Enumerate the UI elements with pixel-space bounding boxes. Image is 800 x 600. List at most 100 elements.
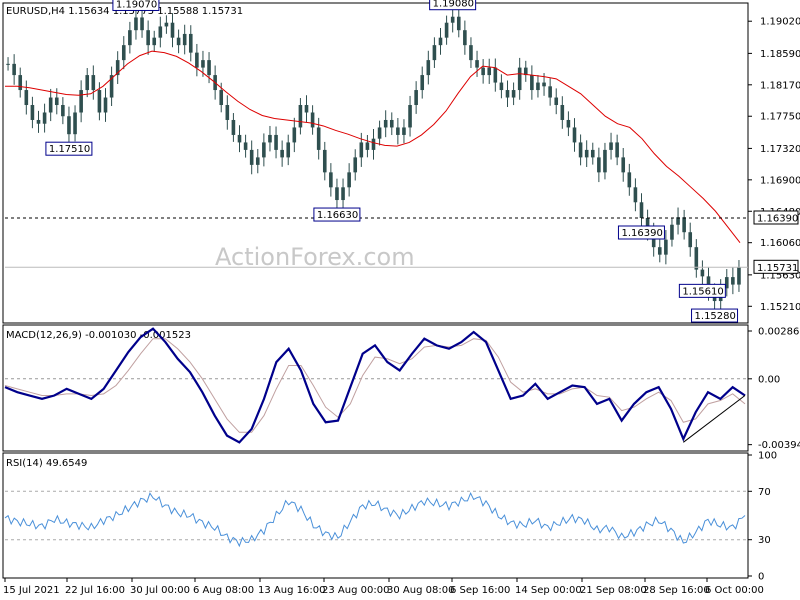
- candle-body: [639, 202, 644, 218]
- price-annotation-box: [313, 207, 361, 222]
- time-axis-label: 6 Oct 00:00: [705, 585, 764, 596]
- price-axis-label: 1.16060: [760, 238, 800, 249]
- candle-body: [170, 22, 175, 38]
- candle-body: [188, 33, 193, 53]
- candle-body: [54, 97, 59, 106]
- price-annotation-box: [691, 308, 739, 323]
- price-axis-label: 1.15210: [760, 302, 800, 313]
- price-axis-marker-label: 1.15731: [757, 263, 798, 274]
- candle-body: [359, 142, 364, 158]
- candle-body: [195, 52, 199, 68]
- candle-body: [292, 127, 297, 143]
- candle-body: [414, 90, 418, 106]
- candle-body: [517, 67, 522, 91]
- candle-body: [450, 16, 455, 23]
- macd-axis-label: 0.00: [758, 374, 780, 385]
- time-axis-label: 23 Aug 00:00: [322, 585, 389, 596]
- candle-body: [670, 224, 674, 240]
- candle-body: [694, 247, 699, 270]
- candle-body: [548, 86, 552, 98]
- macd-panel-title: MACD(12,26,9) -0.001030 -0.001523: [6, 330, 191, 341]
- candle-body: [79, 90, 83, 113]
- macd-line: [4, 327, 746, 444]
- price-axis-label: 1.17750: [760, 112, 800, 123]
- candle-body: [554, 97, 559, 106]
- candle-body: [42, 112, 47, 124]
- price-axis-marker-box: [753, 210, 799, 225]
- candle-body: [36, 119, 41, 124]
- candle-body: [511, 90, 516, 98]
- price-axis-marker-box: [753, 259, 799, 274]
- candle-body: [664, 239, 668, 255]
- candle-body: [481, 67, 485, 76]
- candle-body: [97, 90, 102, 113]
- candle-body: [676, 217, 680, 225]
- candle-body: [18, 75, 23, 91]
- candle-body: [115, 60, 120, 76]
- price-axis-label: 1.17320: [760, 144, 800, 155]
- price-axis-label: 1.18590: [760, 49, 800, 60]
- price-axis-label: 1.16900: [760, 175, 800, 186]
- rsi-axis-label: 30: [758, 535, 771, 546]
- candle-body: [408, 105, 412, 128]
- price-annotation-label: 1.16630: [317, 210, 358, 221]
- candle-body: [688, 232, 693, 248]
- candle-body: [487, 67, 492, 76]
- candle-body: [225, 105, 230, 120]
- candle-body: [286, 142, 291, 158]
- candle-body: [645, 217, 650, 233]
- candle-body: [737, 267, 741, 285]
- price-annotation-label: 1.17510: [49, 144, 90, 155]
- macd-panel-frame: [2, 324, 749, 452]
- candle-body: [91, 75, 96, 91]
- candle-body: [657, 247, 662, 255]
- time-axis-label: 21 Sep 08:00: [580, 585, 647, 596]
- candle-body: [353, 157, 358, 173]
- candle-body: [152, 37, 157, 46]
- candle-body: [627, 172, 632, 188]
- price-annotation-box: [617, 225, 665, 240]
- rsi-axis-label: 100: [758, 451, 777, 462]
- candle-body: [61, 105, 65, 117]
- candle-body: [134, 17, 138, 31]
- candle-body: [377, 127, 382, 139]
- macd-signal-line: [4, 338, 746, 433]
- candle-body: [432, 45, 437, 61]
- candle-body: [584, 149, 589, 158]
- candle-body: [389, 119, 394, 128]
- candle-body: [73, 112, 77, 135]
- candle-body: [182, 33, 187, 46]
- price-panel-title: EURUSD,H4 1.15634 1.15775 1.15588 1.1573…: [6, 6, 243, 17]
- time-axis-label: 30 Jul 00:00: [130, 585, 190, 596]
- candle-body: [30, 105, 35, 120]
- candle-body: [609, 142, 613, 150]
- candle-body: [164, 22, 169, 27]
- candle-body: [335, 187, 339, 201]
- candle-body: [444, 22, 449, 38]
- candle-body: [347, 172, 351, 188]
- candle-body: [262, 142, 266, 158]
- rsi-axis-label: 70: [758, 487, 771, 498]
- rsi-axis-label: 0: [758, 572, 764, 583]
- macd-axis-label: 0.002861: [758, 326, 800, 337]
- price-annotation-label: 1.15610: [682, 286, 723, 297]
- price-panel-frame: [2, 2, 749, 324]
- candle-body: [597, 157, 601, 173]
- time-axis-label: 14 Sep 00:00: [515, 585, 582, 596]
- candle-body: [724, 277, 729, 289]
- candle-body: [438, 37, 443, 46]
- candle-body: [85, 75, 90, 91]
- candle-body: [109, 75, 114, 98]
- price-axis-label: 1.19020: [760, 17, 800, 28]
- candle-body: [542, 82, 546, 87]
- price-annotation-box: [45, 141, 93, 156]
- candle-body: [176, 37, 181, 46]
- candle-body: [651, 232, 656, 248]
- macd-axis-label: -0.00394: [758, 440, 800, 451]
- candle-body: [456, 16, 461, 31]
- candle-body: [566, 119, 571, 128]
- candle-body: [603, 149, 607, 173]
- rsi-panel-title: RSI(14) 49.6549: [6, 458, 87, 469]
- candle-body: [280, 149, 284, 158]
